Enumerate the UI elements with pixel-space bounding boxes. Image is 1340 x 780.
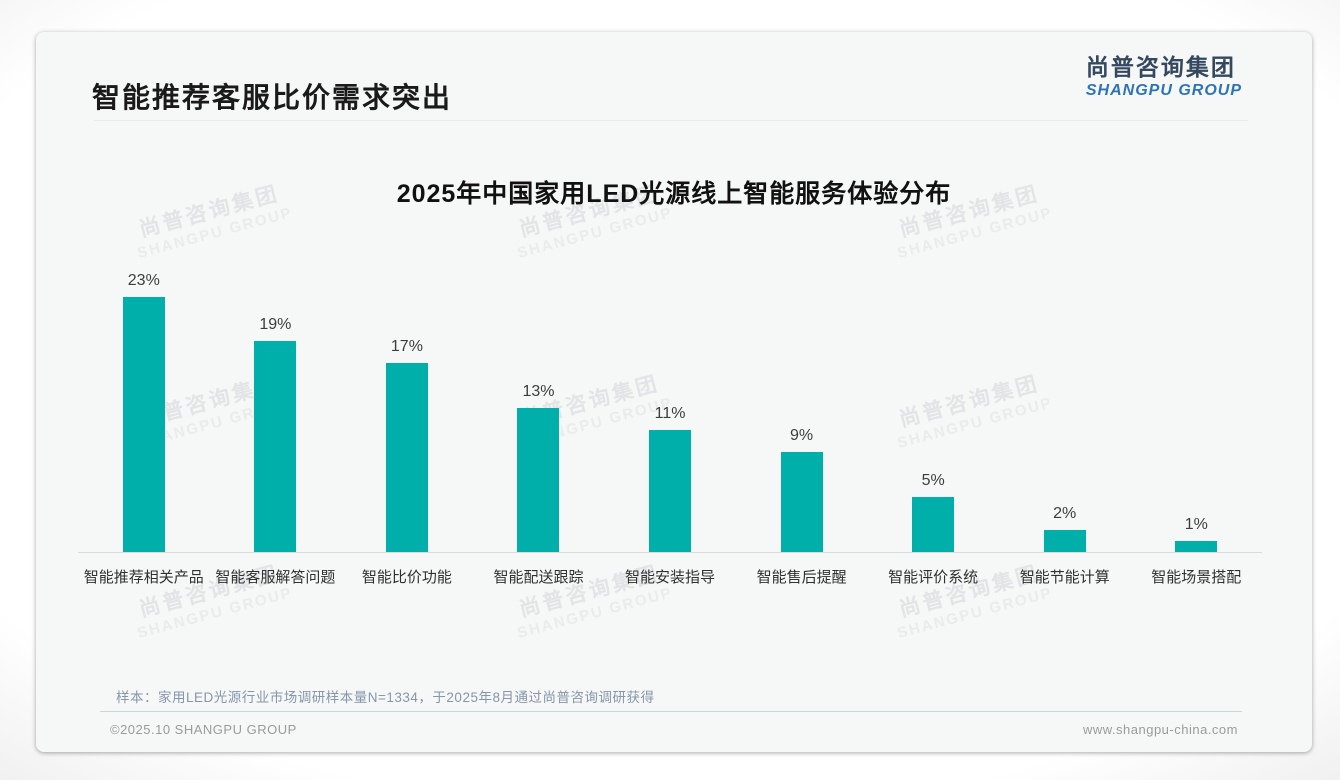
bar-column: 23% xyxy=(78,272,210,552)
bar-value-label: 1% xyxy=(1184,515,1208,533)
bar-value-label: 19% xyxy=(259,316,292,334)
category-label: 智能推荐相关产品 xyxy=(83,569,204,586)
category-label: 智能客服解答问题 xyxy=(215,569,336,586)
bar-column: 13% xyxy=(473,383,605,552)
bar-chart: 23% 19% 17% 13% 11% 9% 5% 2% 1% 智能推荐相关产品 智能客服解答问题… xyxy=(78,247,1262,587)
watermark-english-text: SHANGPU GROUP xyxy=(895,584,1055,643)
slide-card: 尚普咨询集团 SHANGPU GROUP 尚普咨询集团 SHANGPU GROUP 尚普… xyxy=(36,32,1312,752)
bar-value-label: 2% xyxy=(1053,504,1077,522)
bar xyxy=(517,407,560,552)
category-label: 智能场景搭配 xyxy=(1151,569,1242,586)
bar xyxy=(385,363,428,552)
bar-value-label: 9% xyxy=(790,427,814,445)
category-label: 智能配送跟踪 xyxy=(493,569,584,586)
footer-divider xyxy=(100,711,1242,712)
bar-column: 19% xyxy=(210,316,342,552)
bar xyxy=(122,296,165,552)
page-title: 智能推荐客服比价需求突出 xyxy=(92,82,453,113)
category-axis: 智能推荐相关产品 智能客服解答问题 智能比价功能 智能配送跟踪 智能安装指导 智能售后提醒… xyxy=(78,566,1262,587)
watermark-english-text: SHANGPU GROUP xyxy=(515,584,675,643)
bar-value-label: 17% xyxy=(390,338,423,356)
company-logo: 尚普咨询集团 SHANGPU GROUP xyxy=(1086,54,1242,101)
footer-copyright: ©2025.10 SHANGPU GROUP xyxy=(110,722,297,737)
bar-column: 2% xyxy=(999,505,1131,552)
header-divider xyxy=(94,120,1248,121)
category-label: 智能评价系统 xyxy=(888,569,979,586)
bar-value-label: 13% xyxy=(522,382,555,400)
category-label: 智能比价功能 xyxy=(361,569,452,586)
bar-column: 11% xyxy=(604,405,736,552)
bar xyxy=(1043,529,1086,552)
bar-column: 17% xyxy=(341,338,473,552)
logo-english-text: SHANGPU GROUP xyxy=(1085,82,1242,99)
category-label: 智能售后提醒 xyxy=(756,569,847,586)
watermark-english-text: SHANGPU GROUP xyxy=(135,584,295,643)
footer: ©2025.10 SHANGPU GROUP www.shangpu-china… xyxy=(110,722,1238,737)
bar xyxy=(649,429,692,552)
category-label: 智能安装指导 xyxy=(625,569,716,586)
chart-title: 2025年中国家用LED光源线上智能服务体验分布 xyxy=(396,180,952,208)
bar-column: 1% xyxy=(1131,516,1263,552)
bar-column: 5% xyxy=(867,471,999,552)
plot-area: 23% 19% 17% 13% 11% 9% 5% 2% 1% xyxy=(78,247,1262,552)
bar xyxy=(1175,540,1218,552)
footer-website: www.shangpu-china.com xyxy=(1082,722,1238,737)
bar-value-label: 5% xyxy=(921,471,945,489)
category-label: 智能节能计算 xyxy=(1019,569,1110,586)
bar xyxy=(912,496,955,552)
sample-note: 样本：家用LED光源行业市场调研样本量N=1334，于2025年8月通过尚普咨询… xyxy=(116,690,655,705)
bar-value-label: 11% xyxy=(654,404,686,422)
logo-chinese-text: 尚普咨询集团 xyxy=(1085,54,1236,80)
bar xyxy=(780,452,823,552)
bar-column: 9% xyxy=(736,427,868,552)
bar-value-label: 23% xyxy=(127,271,160,289)
x-axis-line xyxy=(78,552,1262,553)
bar xyxy=(254,341,297,552)
